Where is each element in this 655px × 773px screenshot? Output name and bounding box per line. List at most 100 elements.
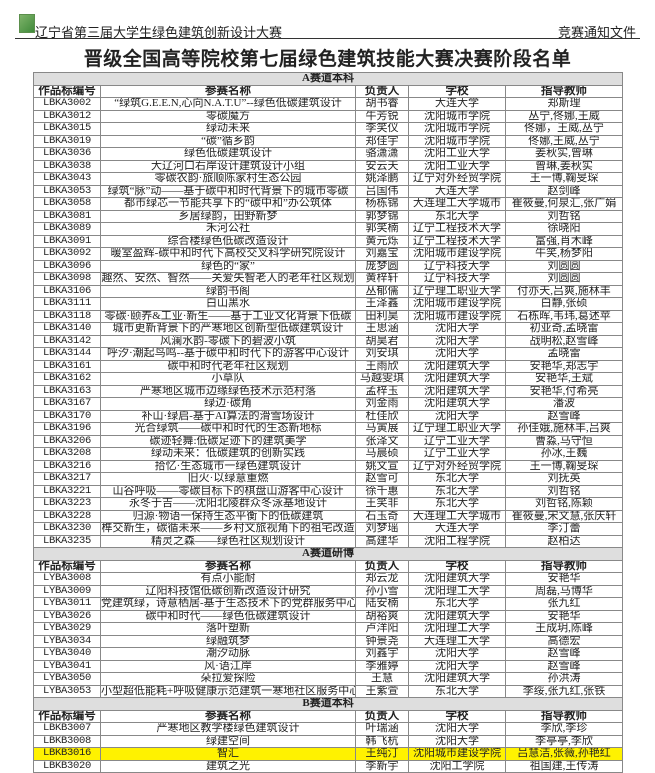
cell-code: LBKA3196	[33, 422, 101, 436]
cell-school: 沈阳城市学院	[408, 109, 506, 123]
table-row: LYBA3008 有点小能耐 郑云龙 沈阳建筑大学 安艳华	[33, 572, 624, 586]
cell-school: 辽宁理工职业大学	[408, 284, 506, 298]
cell-project-name: 榫交新生，碳循未来——乡村文旅视角下的祖宅改造	[100, 522, 356, 536]
cell-advisor: 刘哲铭,陈颖	[504, 497, 624, 511]
column-header-school: 学校	[408, 84, 506, 98]
cell-code: LYBA3050	[33, 672, 101, 686]
cell-project-name: 朵拉爱探险	[100, 672, 356, 686]
table-row: LBKA3058 都市绿芯一节能共享下的“碳中和”办公筑体 杨栋锦 大连理工大学城市崔…	[33, 197, 624, 211]
cell-leader: 王泽鑫	[355, 297, 409, 311]
cell-leader: 安云天	[355, 159, 409, 173]
cell-leader: 郭笑楠	[355, 222, 409, 236]
cell-leader: 马寅展	[355, 422, 409, 436]
cell-project-name: 都市绿芯一节能共享下的“碳中和”办公筑体	[100, 197, 356, 211]
table-row: LBKA3036 绿色低碳建筑设计 骆潇潇 沈阳工业大学 姜秋实,曾琳	[33, 147, 624, 161]
column-header-row: 作品标编号 参赛名称 负责人 学校 指导教师	[33, 709, 624, 723]
cell-school: 大连大学	[408, 522, 506, 536]
cell-school: 沈阳理工大学	[408, 584, 506, 598]
cell-advisor: 孙冰,王巍	[504, 447, 624, 461]
cell-code: LBKA3144	[33, 347, 101, 361]
cell-advisor: 孟晓雷	[504, 347, 624, 361]
column-header-row: 作品标编号 参赛名称 负责人 学校 指导教师	[33, 559, 624, 573]
cell-code: LBKA3098	[33, 272, 101, 286]
cell-project-name: 旧火·以绿意重燃	[100, 472, 356, 486]
cell-leader: 黄梓轩	[355, 272, 409, 286]
table-row: LBKA3081 乡居绿韵，田野新梦 郭梦锦 东北大学 刘哲铭	[33, 209, 624, 223]
column-header-leader: 负责人	[355, 709, 409, 723]
cell-leader: 孙小雪	[355, 584, 409, 598]
cell-advisor: 李绥,张九红,张铁	[504, 684, 624, 698]
cell-advisor: 安艳华	[504, 609, 624, 623]
cell-leader: 胡裕爽	[355, 609, 409, 623]
cell-code: LBKA3170	[33, 409, 101, 423]
cell-code: LBKA3140	[33, 322, 101, 336]
cell-code: LYBA3011	[33, 597, 101, 611]
cell-leader: 王笑非	[355, 497, 409, 511]
cell-advisor: 赵雪峰	[504, 409, 624, 423]
cell-school: 沈阳建筑大学	[408, 372, 506, 386]
table-row: LBKA3012 零碳魔方 牛芳锐 沈阳城市学院 丛宁,佟娜,王威	[33, 109, 624, 123]
cell-school: 沈阳大学	[408, 647, 506, 661]
cell-advisor: 曾琳,姜秋实	[504, 159, 624, 173]
cell-school: 沈阳大学	[408, 659, 506, 673]
cell-project-name: 风澜水韵-零碳下的碧波小筑	[100, 334, 356, 348]
cell-leader: 王雨欣	[355, 359, 409, 373]
cell-school: 沈阳大学	[408, 722, 506, 736]
cell-code: LBKA3161	[33, 359, 101, 373]
cell-advisor: 刘圆圆	[504, 259, 624, 273]
cell-advisor: 崔筱曼,何泉汇,张广娟	[504, 197, 624, 211]
cell-leader: 赵雪可	[355, 472, 409, 486]
table-row: LBKB3020 建筑之光 李新宇 沈阳工学院 祖国建,王传涛	[33, 759, 624, 773]
cell-code: LBKA3235	[33, 534, 101, 548]
cell-school: 大连大学	[408, 97, 506, 111]
column-header-project-name: 参赛名称	[100, 84, 356, 98]
cell-school: 沈阳建筑大学	[408, 359, 506, 373]
cell-code: LBKB3007	[33, 722, 101, 736]
cell-project-name: 综合楼绿色低碳改造设计	[100, 234, 356, 248]
cell-project-name: 绿韵书阁	[100, 284, 356, 298]
cell-leader: 骆潇潇	[355, 147, 409, 161]
cell-project-name: 精灵之森——绿色社区规划设计	[100, 534, 356, 548]
cell-advisor: 安艳华,付希亮	[504, 384, 624, 398]
cell-leader: 陆安楠	[355, 597, 409, 611]
cell-school: 沈阳大学	[408, 734, 506, 748]
table-row: LBKA3098 趣然、安然、智然——关爱失智老人的老年社区规划 黄梓轩 辽宁科技大学…	[33, 272, 624, 286]
cell-school: 大连理工大学城市	[408, 509, 506, 523]
cell-advisor: 张九红	[504, 597, 624, 611]
cell-school: 沈阳建筑大学	[408, 397, 506, 411]
cell-advisor: 李欣,李珍	[504, 722, 624, 736]
table-row: LBKA3106 绿韵书阁 丛郁儒 辽宁理工职业大学 付亦天,吕爽,施林丰	[33, 284, 624, 298]
table-row: LBKA3111 白山黑水 王泽鑫 沈阳城市建设学院 白静,张硕	[33, 297, 624, 311]
cell-leader: 王慧	[355, 672, 409, 686]
cell-project-name: 趣然、安然、智然——关爱失智老人的老年社区规划	[100, 272, 356, 286]
table-row: LBKB3007 严寒地区教学楼绿色建筑设计 叶瑞涵 沈阳大学 李欣,李珍	[33, 722, 624, 736]
cell-project-name: 归源·物语一保持生态平衡下的低碳建筑	[100, 509, 356, 523]
cell-school: 大连理工大学城市	[408, 197, 506, 211]
cell-advisor: 崔筱曼,宋文慧,张庆轩	[504, 509, 624, 523]
cell-advisor: 安艳华,郑志宇	[504, 359, 624, 373]
cell-code: LBKA3096	[33, 259, 101, 273]
cell-leader: 孟梓玉	[355, 384, 409, 398]
cell-project-name: 零碳魔方	[100, 109, 356, 123]
cell-advisor: 赵剑峰	[504, 184, 624, 198]
cell-school: 东北大学	[408, 472, 506, 486]
cell-school: 辽宁科技大学	[408, 259, 506, 273]
cell-school: 沈阳工业大学	[408, 159, 506, 173]
cell-leader: 杨栋锦	[355, 197, 409, 211]
cell-advisor: 潘波	[504, 397, 624, 411]
column-header-code: 作品标编号	[33, 709, 101, 723]
cell-advisor: 姜秋实,曾琳	[504, 147, 624, 161]
cell-code: LBKA3092	[33, 247, 101, 261]
cell-school: 东北大学	[408, 597, 506, 611]
cell-school: 辽宁工业大学	[408, 434, 506, 448]
cell-school: 沈阳建筑大学	[408, 572, 506, 586]
column-header-project-name: 参赛名称	[100, 709, 356, 723]
table-row: LBKA3230 榫交新生，碳循未来——乡村文旅视角下的祖宅改造 刘梦瑶 大连大学 李汀…	[33, 522, 624, 536]
cell-project-name: 大辽河口右岸设计建筑设计小组	[100, 159, 356, 173]
cell-project-name: 绿色的“家”	[100, 259, 356, 273]
cell-advisor: 郑斯理	[504, 97, 624, 111]
cell-code: LYBA3009	[33, 584, 101, 598]
table-row: LBKA3091 综合楼绿色低碳改造设计 黄元烁 辽宁工程技术大学 富强,肖木峰	[33, 234, 624, 248]
cell-school: 东北大学	[408, 209, 506, 223]
cell-code: LBKA3091	[33, 234, 101, 248]
